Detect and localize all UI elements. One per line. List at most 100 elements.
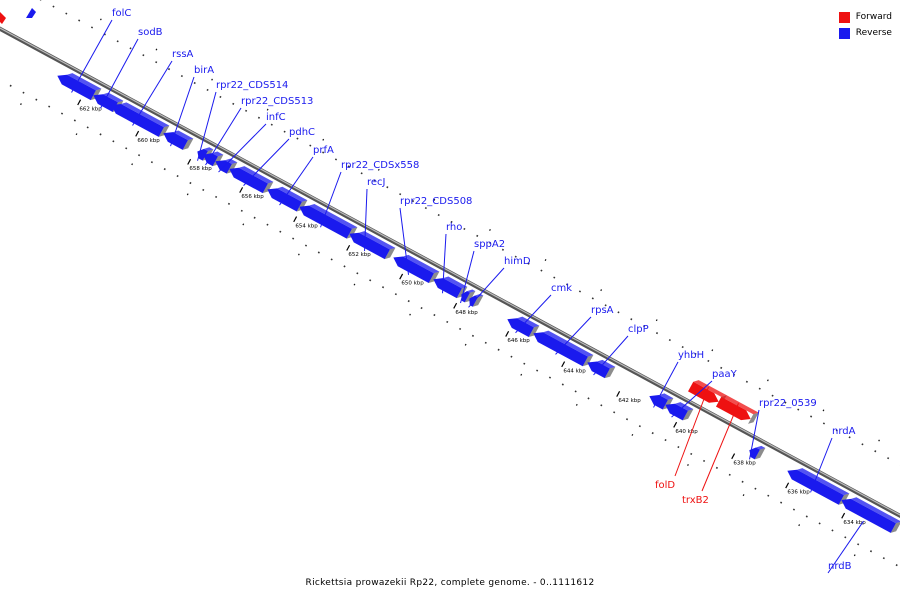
tick-label: 644 kbp — [563, 368, 586, 374]
label-leader — [671, 380, 713, 418]
tick-mark — [841, 512, 846, 519]
legend-label-reverse: Reverse — [855, 28, 892, 38]
gene-label: himD — [504, 256, 531, 267]
tick-mark — [346, 244, 351, 251]
gene-label: rpsA — [591, 305, 614, 316]
label-leader — [674, 386, 709, 477]
tick-mark — [135, 130, 140, 137]
label-leader — [810, 437, 833, 493]
gene-label: pdhC — [289, 127, 315, 138]
label-leader — [749, 409, 760, 460]
label-leader — [468, 267, 505, 308]
gene-arrow — [688, 381, 719, 403]
tick-mark — [616, 391, 621, 397]
gene-arrow — [787, 469, 844, 505]
label-leader — [132, 60, 173, 126]
gene-nrdB — [841, 497, 900, 533]
gene-arrow-side — [472, 295, 484, 307]
tick-mark — [731, 453, 736, 460]
gene-arrow-side — [838, 493, 850, 505]
tick-mark — [561, 361, 566, 368]
gene-rho — [433, 276, 468, 299]
tick-label: 658 kbp — [189, 166, 212, 172]
partial-gene-reverse — [26, 8, 36, 18]
gene-arrow-top — [308, 204, 358, 229]
tick-label: 660 kbp — [137, 138, 160, 144]
gene-label: sodB — [138, 27, 163, 38]
gene-label: folC — [112, 8, 131, 19]
tick-mark — [239, 187, 244, 193]
gene-arrow-top — [442, 276, 468, 289]
tick-mark — [785, 482, 790, 489]
label-leader — [460, 250, 475, 304]
label-leader — [701, 403, 739, 492]
label-leader — [100, 38, 139, 109]
gene-arrow-side — [182, 138, 194, 150]
gene-sppA2 — [461, 289, 476, 303]
gene-label: recJ — [367, 177, 386, 188]
label-leader — [364, 188, 368, 252]
gene-arrow — [649, 395, 668, 410]
gene-arrow-side — [296, 200, 308, 212]
gene-folC — [57, 73, 102, 101]
gene-arrow-side — [212, 154, 224, 167]
legend-label-forward: Forward — [855, 12, 892, 22]
backbone-line — [0, 26, 900, 519]
gene-arrow-side — [158, 125, 170, 137]
gene-yhbH — [649, 393, 674, 410]
legend-item-reverse: Reverse — [838, 25, 892, 41]
gene-arrow — [349, 232, 390, 260]
gene-arrow-top — [238, 166, 274, 184]
gene-label: nrdA — [832, 426, 856, 437]
gene-arrow-side — [682, 409, 694, 421]
gene-arrow-top — [596, 359, 616, 369]
gene-label: folD — [655, 480, 675, 491]
gene-arrow — [267, 188, 302, 212]
gene-label: paaY — [712, 369, 738, 380]
label-leader — [320, 171, 342, 228]
dotted-guide-line — [39, 0, 900, 466]
tick-label: 634 kbp — [843, 520, 866, 526]
gene-arrow — [433, 278, 462, 299]
label-leader — [170, 76, 195, 147]
label-leader — [555, 316, 592, 355]
tick-label: 640 kbp — [675, 429, 698, 435]
gene-arrow — [716, 396, 751, 421]
label-leader — [653, 361, 679, 408]
gene-arrow-side — [582, 354, 594, 367]
gene-label: rpr22_CDS514 — [216, 80, 288, 91]
label-leader — [218, 123, 267, 173]
gene-arrow-top — [224, 158, 238, 164]
forward-swatch — [838, 11, 850, 23]
gene-rpr22_0539 — [749, 445, 766, 460]
map-caption: Rickettsia prowazekii Rp22, complete gen… — [305, 578, 595, 588]
tick-mark — [453, 302, 458, 309]
label-leader — [243, 138, 290, 186]
gene-arrow-top — [402, 254, 440, 274]
label-leader — [71, 19, 113, 93]
gene-label: rho — [446, 222, 462, 233]
label-leader — [279, 156, 314, 206]
tick-mark — [77, 99, 82, 106]
tick-mark — [505, 330, 510, 337]
gene-arrow — [461, 291, 470, 303]
tick-label: 648 kbp — [455, 310, 478, 316]
legend-item-forward: Forward — [838, 9, 892, 25]
tick-mark — [293, 216, 298, 223]
partial-gene-forward — [0, 12, 6, 24]
gene-arrow-top — [276, 186, 308, 202]
gene-label: rpr22_CDS508 — [400, 196, 472, 207]
reverse-swatch — [838, 27, 850, 39]
gene-arrow — [57, 74, 96, 101]
gene-label: rpr22_CDS513 — [241, 96, 313, 107]
gene-rpr22_CDSx558 — [299, 204, 358, 239]
tick-mark — [187, 158, 192, 165]
tick-label: 662 kbp — [79, 106, 102, 112]
gene-arrow-top — [358, 231, 396, 250]
gene-arrow — [841, 498, 896, 533]
gene-arrow-side — [528, 325, 540, 338]
gene-trxB2 — [716, 395, 759, 424]
dotted-guide-line — [0, 79, 900, 568]
tick-label: 636 kbp — [787, 489, 810, 495]
